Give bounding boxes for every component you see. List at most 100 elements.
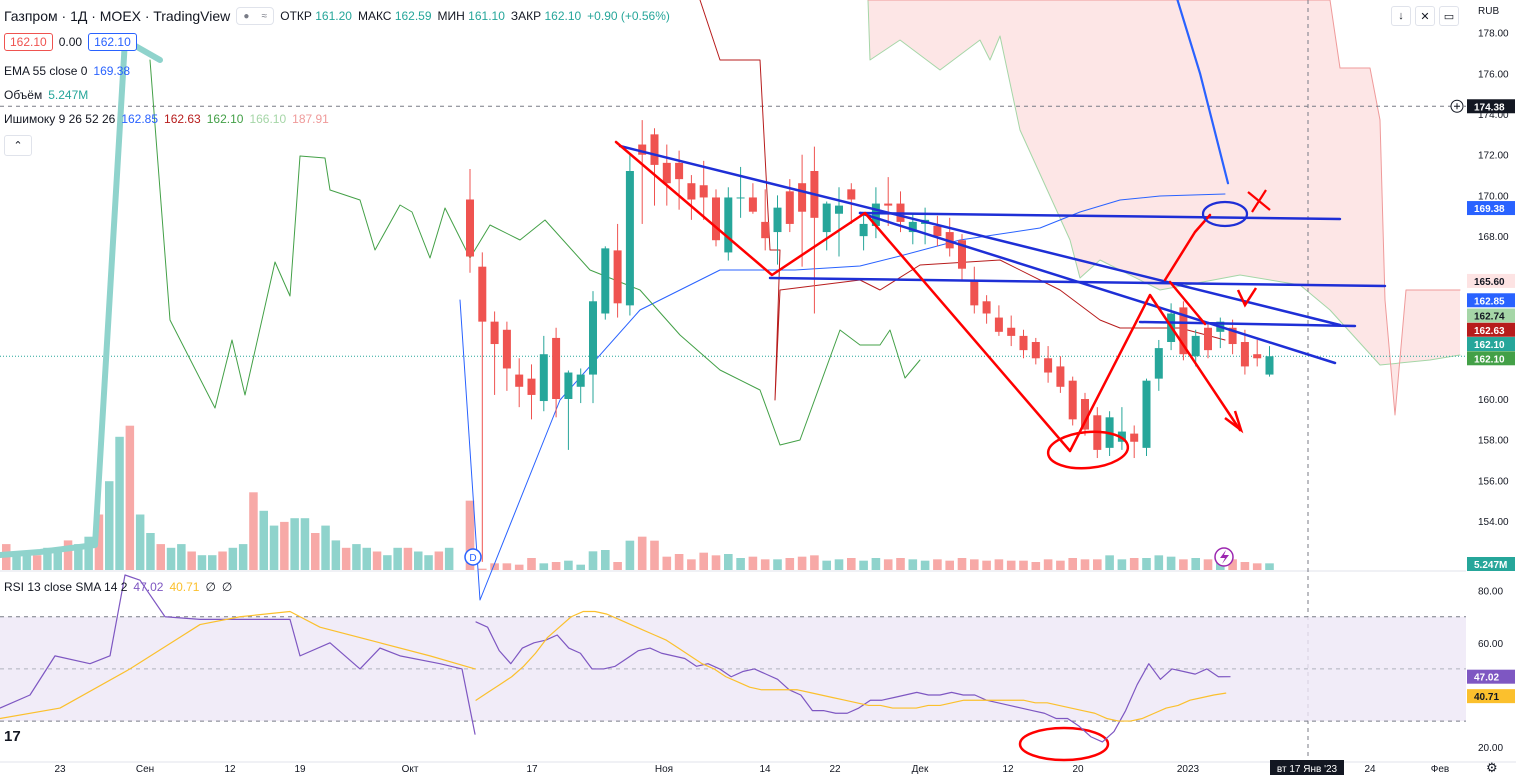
candle (466, 168, 474, 273)
candle-body (982, 301, 991, 314)
rsi-legend[interactable]: RSI 13 close SMA 14 2 47.02 40.71 ∅ ∅ (4, 580, 233, 594)
rsi-band (0, 616, 1466, 722)
price-label-box (1467, 293, 1515, 308)
volume-legend[interactable]: Объём 5.247M (4, 88, 89, 102)
candle-body (699, 185, 708, 198)
candle (958, 234, 966, 281)
volume-bar (146, 533, 155, 570)
header-controls[interactable]: ● ≈ (236, 7, 275, 25)
volume-bar (94, 514, 104, 570)
candle-body (908, 221, 917, 233)
lightning-icon (1220, 550, 1229, 564)
price-tick-label: 172.00 (1478, 151, 1509, 162)
candle (1179, 301, 1188, 361)
spread-value: 0.00 (58, 35, 83, 49)
rsi-ma-axis-label-box (1467, 689, 1515, 704)
price-label-box (1467, 337, 1515, 352)
volume-bar (871, 558, 881, 570)
volume-bar (1117, 559, 1127, 570)
candle (601, 246, 610, 320)
rsi-ma-axis-label: 40.71 (1474, 692, 1499, 703)
volume-bar (228, 547, 238, 570)
candle (1142, 378, 1151, 456)
candle-body (1056, 366, 1065, 387)
settings-gear-icon[interactable]: ⚙ (1486, 760, 1498, 775)
volume-bar (1179, 559, 1188, 570)
bid-button[interactable]: 162.10 (4, 33, 53, 51)
volume-bar (43, 547, 52, 570)
volume-bar (601, 550, 610, 570)
price-label-box (1467, 201, 1515, 216)
close-pane-icon[interactable]: ✕ (1415, 6, 1435, 26)
dot-icon: ● (243, 10, 250, 22)
ema-legend[interactable]: EMA 55 close 0 169.38 (4, 64, 131, 78)
candle (884, 177, 893, 226)
candle (1216, 317, 1225, 349)
candle (564, 370, 573, 450)
candle-body (712, 197, 720, 241)
candle (1265, 346, 1274, 377)
candle (1031, 337, 1040, 365)
volume-bar (687, 559, 696, 570)
volume-bar (290, 518, 299, 570)
candle-body (1044, 358, 1053, 373)
price-tick-label: 170.00 (1478, 191, 1509, 202)
volume-bar (341, 547, 351, 570)
volume-bar (785, 558, 795, 570)
candle-body (1154, 348, 1163, 379)
candle (1130, 425, 1139, 459)
rsi-tick-label: 60.00 (1478, 639, 1503, 650)
candle-body (1240, 342, 1249, 367)
currency-label[interactable]: RUB (1478, 6, 1500, 17)
move-down-icon[interactable]: ↓ (1391, 6, 1411, 26)
candle (502, 321, 511, 391)
candle (810, 146, 819, 314)
ichimoku-legend[interactable]: Ишимоку 9 26 52 26 162.85 162.63 162.10 … (4, 112, 329, 126)
candle (478, 252, 487, 562)
candle-body (687, 183, 696, 200)
candle-body (835, 205, 843, 214)
candle-body (871, 203, 880, 226)
volume-bar (478, 568, 487, 570)
volume-bar (249, 492, 258, 570)
volume-bar (847, 558, 856, 570)
candle-body (822, 203, 831, 233)
price-tick-label: 176.00 (1478, 69, 1509, 80)
volume-bar (311, 533, 320, 570)
candle-body (1031, 342, 1040, 359)
candle (1191, 329, 1200, 367)
volume-bar (300, 518, 310, 570)
volume-bar (539, 563, 549, 570)
time-tick-label: Фев (1431, 764, 1449, 775)
ohlc-change: +0.90 (+0.56%) (587, 9, 670, 23)
volume-bar (945, 560, 954, 570)
rsi-tick-label: 80.00 (1478, 587, 1503, 598)
candle (1068, 376, 1077, 426)
candle-body (601, 248, 610, 314)
volume-bar (53, 551, 62, 570)
volume-bar (187, 551, 196, 570)
price-tick-label: 174.00 (1478, 110, 1509, 121)
candle-body (724, 197, 733, 253)
candle-body (958, 240, 966, 269)
price-tick-label: 156.00 (1478, 476, 1509, 487)
volume-bar (135, 514, 145, 570)
candle (699, 160, 708, 220)
volume-value: 5.247M (48, 88, 89, 102)
chart-header: Газпром · 1Д · MOEX · TradingView ● ≈ ОТК… (4, 6, 670, 26)
time-tick-label: 14 (759, 764, 771, 775)
tradingview-logo-icon[interactable]: 17 (4, 728, 21, 745)
ask-button[interactable]: 162.10 (88, 33, 137, 51)
candle-body (773, 207, 782, 233)
symbol-title[interactable]: Газпром · 1Д · MOEX · TradingView (4, 8, 231, 24)
candle (1253, 339, 1262, 367)
price-label: 162.74 (1474, 312, 1505, 323)
price-label: 165.60 (1474, 277, 1505, 288)
collapse-legend-button[interactable]: ⌃ (4, 135, 32, 156)
maximize-pane-icon[interactable]: ▭ (1439, 6, 1459, 26)
circle-annotation-red-rsi (1018, 726, 1110, 762)
candle (712, 189, 720, 247)
volume-bar (63, 540, 73, 570)
candle-body (1081, 399, 1089, 430)
